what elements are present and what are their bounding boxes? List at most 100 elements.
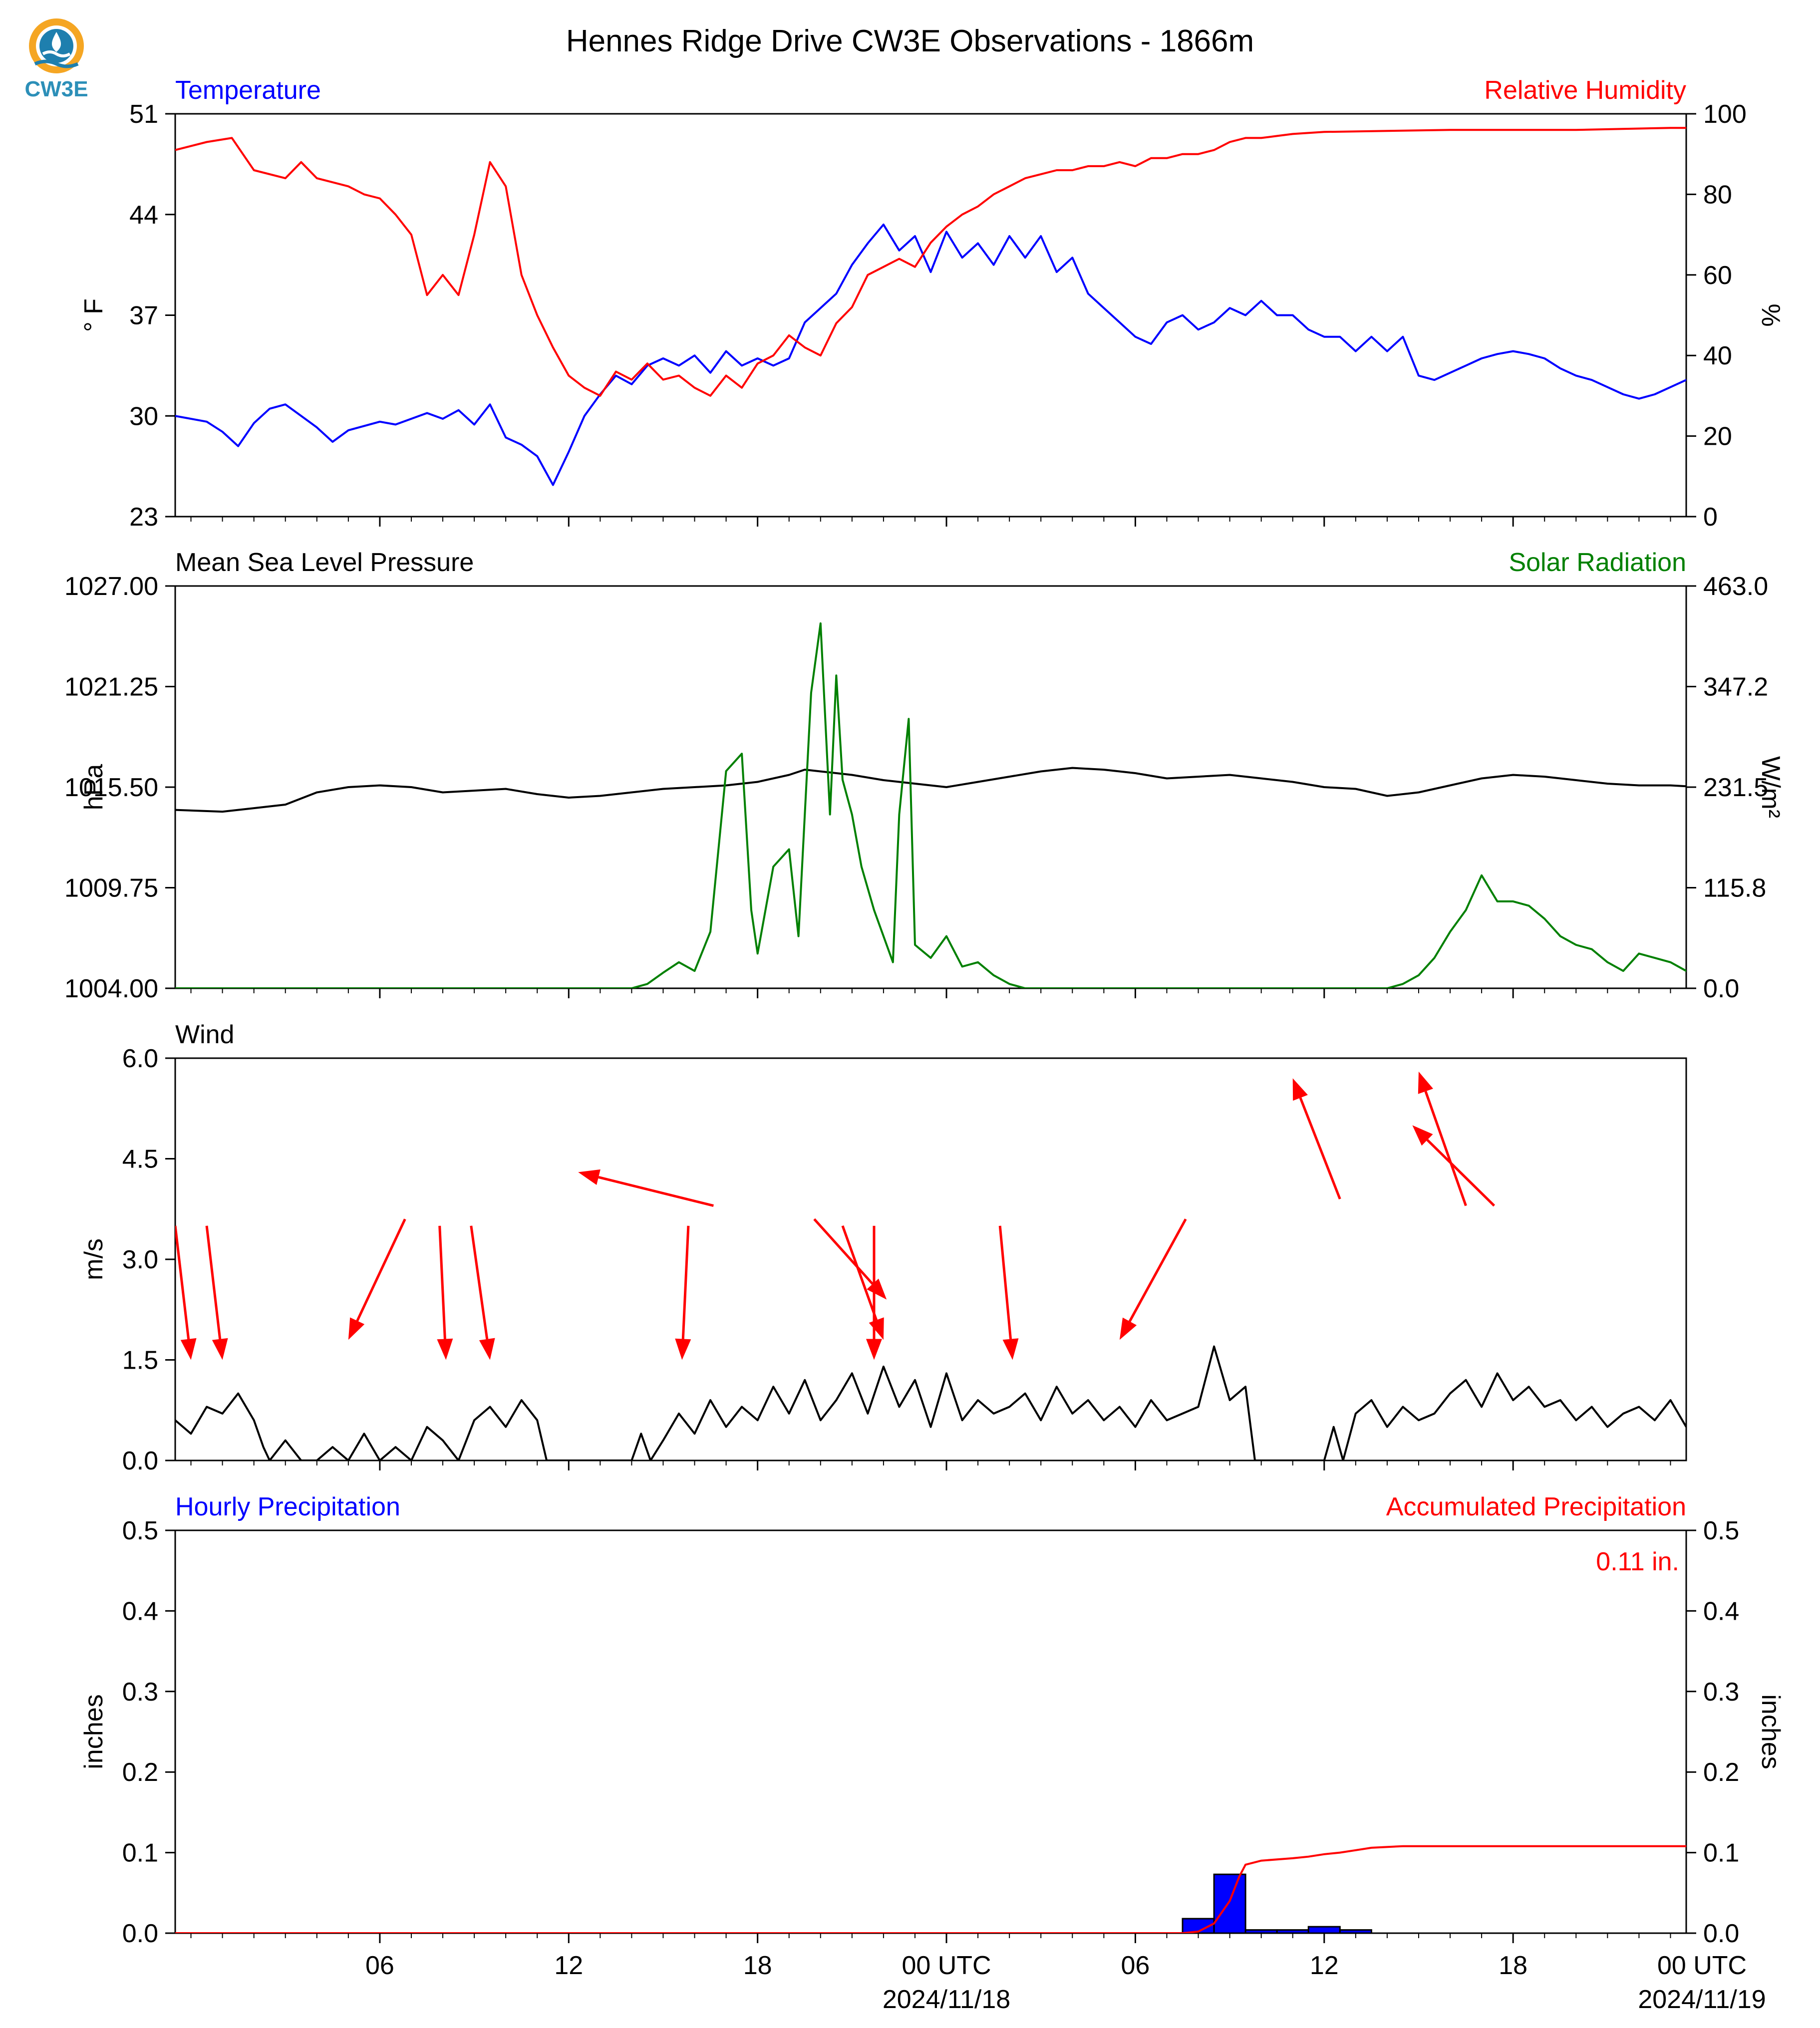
panel-left-title: Wind xyxy=(175,1020,234,1049)
wind-arrow-shaft xyxy=(813,1218,874,1285)
y-left-tick-label: 1015.50 xyxy=(64,773,158,802)
x-tick-label: 18 xyxy=(743,1951,772,1980)
wind-arrow-shaft xyxy=(1426,1139,1496,1207)
wind-arrow-shaft xyxy=(1299,1097,1341,1200)
x-tick-label: 12 xyxy=(1310,1951,1339,1980)
y-left-tick-label: 0.5 xyxy=(122,1516,158,1545)
wind-arrow-shaft xyxy=(598,1176,714,1207)
x-tick-label: 12 xyxy=(554,1951,583,1980)
wind-panel: 0.0 1.5 3.0 4.5 6.0 m/s Wind xyxy=(79,1020,1687,1475)
y-right-tick-label: 0.2 xyxy=(1703,1758,1739,1787)
y-right-tick-label: 115.8 xyxy=(1703,874,1766,903)
y-left-tick-label: 0.3 xyxy=(122,1678,158,1707)
wind-arrow-head xyxy=(578,1169,601,1185)
wind-arrow-head xyxy=(180,1338,197,1360)
panel-left-title: Temperature xyxy=(175,76,321,105)
y-right-tick-label: 0.3 xyxy=(1703,1678,1739,1707)
series-line-solar-radiation xyxy=(175,622,1686,988)
y-right-tick-label: 0 xyxy=(1703,503,1718,532)
y-left-tick-label: 37 xyxy=(129,301,158,330)
plot-area xyxy=(175,127,1686,486)
y-right-tick-label: 0.5 xyxy=(1703,1516,1739,1545)
y-right-tick-label: 0.0 xyxy=(1703,1919,1739,1948)
y-left-tick-label: 1.5 xyxy=(122,1346,158,1375)
y-left-tick-label: 51 xyxy=(129,100,158,129)
wind-arrow-shaft xyxy=(841,1225,878,1321)
y-left-axis-label: ° F xyxy=(79,298,108,332)
hourly-precip-bar xyxy=(1213,1873,1246,1933)
plot-area xyxy=(175,1845,1686,1933)
y-left-tick-label: 0.2 xyxy=(122,1758,158,1787)
wind-arrow-head xyxy=(212,1338,228,1360)
wind-arrow-shaft xyxy=(175,1225,190,1340)
wind-arrow-shaft xyxy=(356,1218,406,1322)
y-left-tick-label: 1021.25 xyxy=(64,673,158,702)
cw3e-logo: CW3E xyxy=(24,18,88,101)
panel-right-title: Accumulated Precipitation xyxy=(1386,1492,1686,1521)
y-left-tick-label: 0.1 xyxy=(122,1839,158,1868)
wind-arrow-head xyxy=(1418,1071,1434,1094)
temperature-humidity-panel: 23 30 37 44 51 0 20 40 60 80 100 ° F % Temperature Rel… xyxy=(79,76,1785,532)
y-left-axis-label: hPa xyxy=(79,764,108,811)
x-date-label: 2024/11/19 xyxy=(1638,1985,1766,2014)
y-left-tick-label: 3.0 xyxy=(122,1245,158,1274)
y-right-tick-label: 0.0 xyxy=(1703,974,1739,1003)
wind-arrow-shaft xyxy=(205,1225,222,1340)
wind-arrow-head xyxy=(1412,1125,1433,1146)
cw3e-logo-text: CW3E xyxy=(24,77,88,101)
y-right-tick-label: 40 xyxy=(1703,341,1732,370)
y-left-tick-label: 1009.75 xyxy=(64,874,158,903)
series-line-wind xyxy=(175,1345,1686,1460)
y-right-tick-label: 80 xyxy=(1703,180,1732,209)
x-tick-label: 06 xyxy=(1121,1951,1150,1980)
y-left-tick-label: 23 xyxy=(129,503,158,532)
cw3e-logo-icon xyxy=(29,18,84,73)
y-right-tick-label: 347.2 xyxy=(1703,673,1768,702)
y-left-tick-label: 1027.00 xyxy=(64,572,158,601)
plot-area xyxy=(175,622,1686,988)
wind-arrow-head xyxy=(437,1338,453,1360)
y-right-axis-label: inches xyxy=(1756,1694,1785,1769)
hourly-precip-bar xyxy=(1276,1929,1309,1933)
panel-left-title: Mean Sea Level Pressure xyxy=(175,548,474,577)
precip-total-annotation: 0.11 in. xyxy=(1596,1547,1679,1576)
y-left-tick-label: 1004.00 xyxy=(64,974,158,1003)
x-date-label: 2024/11/18 xyxy=(883,1985,1010,2014)
y-left-tick-label: 0.4 xyxy=(122,1597,158,1626)
y-right-tick-label: 60 xyxy=(1703,261,1732,290)
accumulated-precip-line xyxy=(175,1845,1686,1933)
y-right-tick-label: 20 xyxy=(1703,422,1732,451)
wind-arrow-shaft xyxy=(470,1225,489,1340)
wind-arrow-head xyxy=(867,1278,887,1300)
y-left-tick-label: 0.0 xyxy=(122,1447,158,1475)
hourly-precip-bar xyxy=(1339,1929,1372,1933)
wind-arrow-head xyxy=(1002,1338,1019,1360)
wind-arrow-shaft xyxy=(681,1225,690,1339)
y-left-tick-label: 0.0 xyxy=(122,1919,158,1948)
y-right-tick-label: 100 xyxy=(1703,100,1747,129)
panel-right-title: Relative Humidity xyxy=(1484,76,1686,105)
wind-arrow-shaft xyxy=(438,1225,446,1339)
y-right-tick-label: 463.0 xyxy=(1703,572,1768,601)
wind-arrow-head xyxy=(675,1338,691,1360)
wind-arrow-shaft xyxy=(998,1225,1012,1339)
wind-arrow-head xyxy=(348,1317,365,1340)
wind-arrow-head xyxy=(869,1317,884,1340)
pressure-solar-panel: 1004.00 1009.75 1015.50 1021.25 1027.00 0.0 11… xyxy=(64,548,1785,1003)
y-left-tick-label: 6.0 xyxy=(122,1044,158,1073)
wind-arrow-shaft xyxy=(1128,1218,1187,1322)
y-right-tick-label: 0.4 xyxy=(1703,1597,1739,1626)
x-tick-label: 00 UTC xyxy=(902,1951,991,1980)
series-line-relative-humidity xyxy=(175,127,1686,397)
series-line-temperature xyxy=(175,223,1686,486)
x-tick-label: 18 xyxy=(1499,1951,1527,1980)
y-left-axis-label: m/s xyxy=(79,1238,108,1280)
y-right-axis-label: W/m² xyxy=(1756,756,1785,818)
chart-title: Hennes Ridge Drive CW3E Observations - 1… xyxy=(566,24,1254,58)
y-right-tick-label: 231.5 xyxy=(1703,773,1768,802)
wind-arrow-shaft xyxy=(1424,1091,1467,1206)
x-tick-label: 00 UTC xyxy=(1657,1951,1747,1980)
hourly-precip-bar xyxy=(1244,1929,1278,1933)
wind-arrow-head xyxy=(479,1338,495,1360)
